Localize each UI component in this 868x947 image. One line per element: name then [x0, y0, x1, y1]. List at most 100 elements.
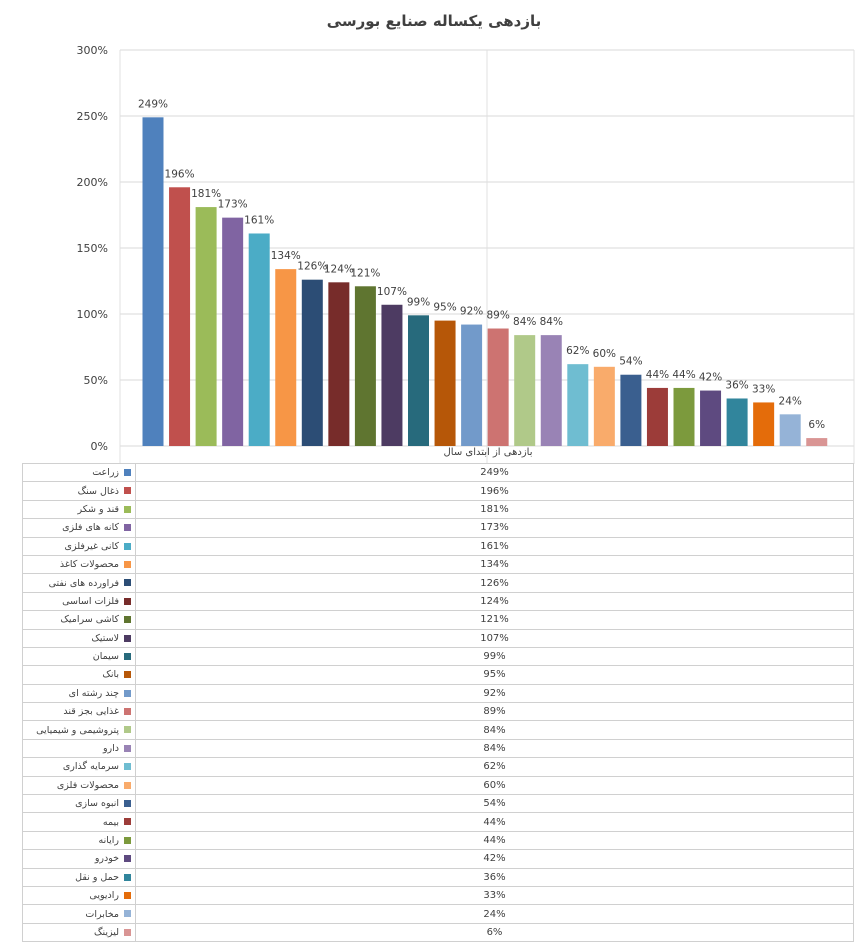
bar-value-label: 36%: [725, 379, 748, 391]
bar-value-label: 62%: [566, 345, 589, 357]
legend-swatch: [124, 616, 131, 624]
legend-swatch: [124, 726, 131, 734]
category-label: لاستیک: [91, 632, 119, 644]
category-label: محصولات فلزی: [56, 779, 119, 791]
category-label: رایانه: [98, 835, 119, 846]
row-value: 161%: [135, 536, 854, 556]
legend-swatch: [124, 560, 131, 568]
bar: [726, 398, 748, 446]
legend-swatch: [124, 505, 131, 513]
row-category: حمل و نقل: [22, 867, 136, 887]
category-label: بیمه: [102, 816, 119, 828]
row-value: 92%: [135, 683, 854, 704]
bar-value-label: 99%: [407, 296, 430, 308]
category-label: انبوه سازی: [75, 798, 119, 810]
table-row: زراعت 249%: [22, 462, 854, 483]
legend-swatch: [124, 818, 131, 826]
row-category: مخابرات: [22, 904, 136, 924]
legend-swatch: [124, 579, 131, 587]
legend-swatch: [124, 597, 131, 605]
table-row: لیزینگ 6%: [22, 922, 854, 943]
bar-value-label: 107%: [377, 286, 407, 298]
row-value: 126%: [135, 573, 854, 593]
row-category: قند و شکر: [22, 499, 136, 520]
bar-value-label: 84%: [513, 316, 536, 328]
bar: [461, 324, 483, 446]
legend-swatch: [124, 487, 131, 495]
legend-swatch: [124, 781, 131, 789]
y-tick-label: 300%: [77, 44, 108, 57]
table-row: کانه های فلزی 173%: [22, 518, 854, 538]
bar: [673, 387, 695, 446]
row-category: رایانه: [22, 830, 136, 851]
bar: [540, 335, 562, 446]
category-label: فراورده های نفتی: [48, 577, 119, 589]
row-value: 60%: [135, 775, 854, 796]
legend-swatch: [124, 873, 131, 881]
chart-title: بازدهی یکساله صنایع بورسی: [326, 12, 542, 30]
row-value: 124%: [135, 591, 854, 612]
bar-value-label: 134%: [271, 250, 301, 262]
row-value: 54%: [135, 794, 854, 814]
table-row: انبوه سازی 54%: [22, 794, 854, 814]
table-row: لاستیک 107%: [22, 628, 854, 648]
bar-value-label: 42%: [699, 372, 722, 384]
legend-swatch: [124, 524, 131, 532]
category-label: بانک: [102, 669, 119, 681]
bar-value-label: 89%: [486, 310, 509, 322]
table-row: خودرو 42%: [22, 849, 854, 869]
row-value: 44%: [135, 830, 854, 851]
bar-value-label: 196%: [165, 168, 195, 180]
legend-swatch: [124, 652, 131, 660]
bar-value-label: 33%: [752, 383, 775, 395]
y-tick-label: 50%: [84, 374, 108, 387]
row-value: 42%: [135, 849, 854, 869]
category-label: زراعت: [92, 467, 119, 479]
bar-value-label: 126%: [297, 261, 327, 273]
row-value: 249%: [135, 462, 854, 483]
row-category: فلزات اساسی: [22, 591, 136, 612]
category-label: پتروشیمی و شیمیایی: [36, 724, 119, 736]
bar-value-label: 84%: [540, 316, 563, 328]
table-row: رادیویی 33%: [22, 885, 854, 906]
category-label: محصولات کاغذ: [59, 559, 119, 571]
bar: [381, 304, 403, 446]
category-label: کاشی سرامیک: [60, 614, 119, 626]
table-row: سرمایه گذاری 62%: [22, 757, 854, 777]
bar-value-label: 124%: [324, 263, 354, 275]
legend-swatch: [124, 763, 131, 771]
row-value: 44%: [135, 812, 854, 832]
category-label: لیزینگ: [93, 926, 119, 938]
row-category: بانک: [22, 665, 136, 685]
row-category: رادیویی: [22, 885, 136, 906]
row-category: چند رشته ای: [22, 683, 136, 704]
category-label: مخابرات: [85, 908, 119, 920]
category-label: دارو: [102, 743, 119, 755]
category-label: سرمایه گذاری: [62, 761, 119, 773]
row-value: 134%: [135, 554, 854, 575]
row-category: بیمه: [22, 812, 136, 832]
row-category: انبوه سازی: [22, 794, 136, 814]
y-tick-label: 100%: [77, 308, 108, 321]
table-row: سیمان 99%: [22, 646, 854, 667]
bar-value-label: 181%: [191, 188, 221, 200]
row-value: 107%: [135, 628, 854, 648]
legend-swatch: [124, 689, 131, 697]
bar-value-label: 249%: [138, 98, 168, 110]
table-row: پتروشیمی و شیمیایی 84%: [22, 720, 854, 740]
row-category: پتروشیمی و شیمیایی: [22, 720, 136, 740]
category-label: سیمان: [92, 651, 119, 663]
bar: [567, 364, 589, 446]
bar: [700, 390, 722, 446]
data-table: زراعت 249% ذغال سنگ 196% قند و شکر 181% کانه ه…: [22, 462, 854, 943]
row-category: سیمان: [22, 646, 136, 667]
bar: [779, 414, 801, 446]
row-value: 173%: [135, 518, 854, 538]
table-row: دارو 84%: [22, 738, 854, 759]
table-row: بانک 95%: [22, 665, 854, 685]
bar: [248, 233, 270, 446]
category-label: خودرو: [94, 853, 119, 865]
row-category: کانه های فلزی: [22, 518, 136, 538]
bar: [620, 374, 642, 446]
legend-swatch: [124, 928, 131, 936]
